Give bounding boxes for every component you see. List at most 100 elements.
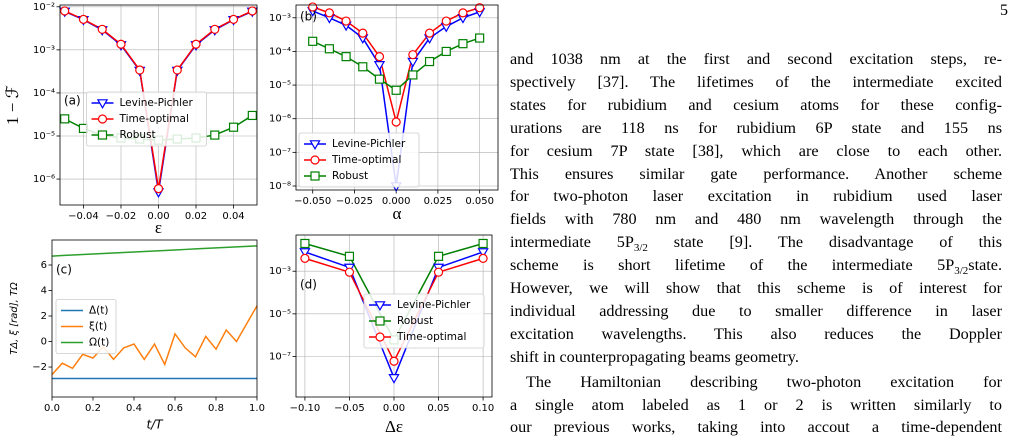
marker — [228, 14, 239, 24]
plot-area — [52, 245, 257, 380]
y-tick-label: 0 — [41, 337, 47, 348]
legend-label: Levine-Pichler — [397, 299, 471, 311]
text-line: for two-photon laser excitation in rubid… — [510, 186, 1002, 206]
text-run: urations are 118 ns for rubidium 6P stat… — [510, 118, 1002, 137]
text-run: state. — [968, 256, 1002, 275]
legend-label: Robust — [332, 170, 368, 182]
text-line: states for rubidium and cesium atoms for… — [510, 95, 1002, 115]
legend-frame — [86, 91, 207, 147]
text-line: urations are 118 ns for rubidium 6P stat… — [510, 118, 1002, 138]
x-tick-label: 0.0 — [44, 403, 60, 414]
y-tick-label: 10⁻² — [33, 2, 55, 13]
marker — [441, 16, 451, 26]
legend-label: Robust — [397, 315, 433, 327]
y-tick-label: 10⁻⁸ — [269, 181, 291, 192]
legend: Levine-Pichler Time-optimal Robust — [298, 132, 420, 188]
marker — [478, 253, 488, 263]
legend-label: Ω(t) — [89, 337, 109, 349]
y-tick-label: 4 — [41, 286, 47, 297]
x-tick-label: 0.000 — [382, 196, 411, 207]
marker — [475, 3, 485, 13]
marker — [308, 36, 318, 46]
x-tick-label: −0.050 — [294, 196, 331, 207]
marker — [341, 52, 351, 62]
marker — [374, 301, 386, 312]
text-line: However, we will show that this scheme i… — [510, 278, 1002, 298]
text-line: shift in counterpropagating beams geomet… — [510, 347, 1002, 367]
text-run: intermediate 5P — [510, 233, 634, 252]
marker — [391, 85, 401, 95]
text-run: However, we will show that this scheme i… — [510, 279, 1002, 297]
legend-label: Time-optimal — [119, 113, 189, 125]
panel-label: (a) — [64, 94, 81, 108]
x-tick-label: 0.050 — [465, 196, 494, 207]
marker — [344, 267, 355, 277]
panel: −0.10 −0.05 0.00 0.05 0.10 10⁻⁷ 10⁻⁵ 10⁻³ (d) Δε L… — [269, 234, 494, 436]
figure: −0.04 −0.02 0.00 0.02 0.0410⁻⁶10⁻⁵10⁻⁴10⁻³10… — [3, 2, 499, 436]
y-axis-label: TΔ, ξ [rad], TΩ — [9, 282, 20, 355]
text-run: This ensures similar gate performance. A… — [510, 164, 1002, 183]
marker — [116, 39, 126, 49]
marker — [172, 65, 182, 75]
marker — [458, 8, 468, 18]
panel-label: (d) — [300, 278, 317, 292]
marker — [373, 61, 386, 71]
marker — [478, 238, 488, 249]
x-tick-label: −0.05 — [334, 403, 365, 414]
text-line: for cesium 7P state [38], which are clos… — [510, 141, 1002, 161]
text-line: a single atom labeled as 1 or 2 is writt… — [510, 395, 1002, 415]
y-axis-label: 1 − ℱ — [3, 85, 22, 125]
marker — [300, 253, 310, 263]
text-run: spectively [37]. The lifetimes of the in… — [510, 72, 1002, 91]
marker — [228, 122, 239, 132]
text-run: fields with 780 nm and 480 nm wavelength… — [510, 210, 1002, 229]
legend-label: Δ(t) — [89, 305, 109, 317]
text-run: our previous works, taking into accout a… — [510, 418, 1002, 437]
x-tick-label: 0.025 — [424, 196, 453, 207]
text-run: for two-photon laser excitation in rubid… — [510, 187, 1002, 206]
marker — [408, 70, 418, 80]
marker — [97, 130, 108, 140]
marker — [60, 6, 70, 16]
x-axis-label: ε — [155, 218, 162, 237]
panel: −0.050 −0.025 0.000 0.025 0.050 10⁻⁸ 10⁻⁷ 10⁻⁶ 1… — [269, 2, 499, 223]
text-run: shift in counterpropagating beams geomet… — [510, 347, 799, 366]
marker — [433, 251, 444, 261]
marker — [191, 39, 201, 49]
marker — [341, 16, 351, 26]
marker — [374, 52, 385, 62]
axes-frame — [59, 4, 258, 206]
marker — [458, 39, 468, 49]
marker — [375, 332, 385, 342]
marker — [247, 110, 257, 121]
marker — [477, 248, 489, 258]
marker — [388, 374, 400, 384]
axes-frame — [295, 234, 493, 398]
marker — [433, 267, 444, 277]
x-axis-label: α — [393, 204, 402, 223]
text-line: individual addressing due to smaller dif… — [510, 301, 1002, 321]
marker — [358, 28, 368, 38]
marker — [324, 44, 334, 54]
x-tick-label: 0.10 — [472, 403, 494, 414]
marker — [210, 130, 220, 140]
y-tick-label: 6 — [41, 260, 47, 271]
x-tick-label: −0.04 — [68, 211, 99, 222]
legend-frame — [55, 299, 117, 354]
legend-frame — [363, 293, 485, 349]
x-tick-label: −0.025 — [336, 196, 373, 207]
text-run: The Hamiltonian describing two-photon ex… — [526, 372, 1002, 391]
marker — [344, 251, 355, 261]
marker — [441, 46, 451, 57]
marker — [408, 50, 418, 60]
text-line: spectively [37]. The lifetimes of the in… — [510, 72, 1002, 92]
x-tick-label: 0.00 — [383, 403, 405, 414]
marker — [97, 24, 107, 34]
marker — [310, 155, 320, 165]
marker — [309, 140, 321, 151]
marker — [60, 114, 70, 124]
marker — [389, 356, 399, 366]
marker — [96, 99, 109, 110]
marker — [153, 184, 164, 194]
marker — [424, 56, 435, 67]
